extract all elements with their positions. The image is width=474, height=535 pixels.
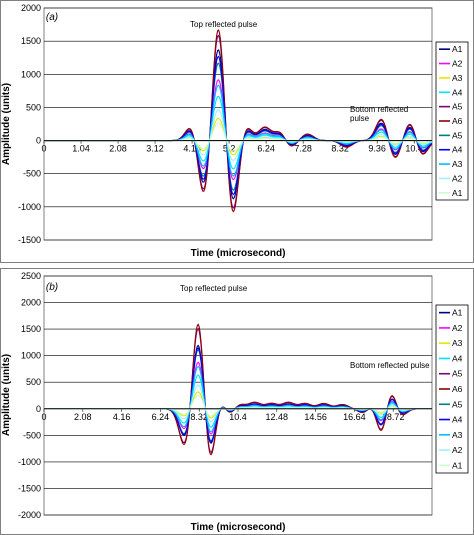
y-tick-label: 500 [26,377,41,387]
x-tick-label: 10.4 [229,412,247,422]
y-tick-label: 1000 [21,351,41,361]
panel-label: (b) [46,282,58,293]
legend-label: A3 [452,338,463,348]
x-tick-label: 0 [41,144,46,154]
x-tick-label: 9.36 [368,144,386,154]
x-tick-label: 6.24 [257,144,275,154]
x-tick-label: 0 [41,412,46,422]
legend-label: A2 [452,59,463,69]
legend-label: A4 [452,353,463,363]
x-tick-label: 4.16 [183,144,201,154]
x-tick-label: 8.32 [190,412,208,422]
x-tick-label: 1.04 [72,144,90,154]
legend-label: A2 [452,173,463,183]
legend-label: A1 [452,460,463,470]
panel-label: (a) [46,12,58,23]
y-tick-label: 0 [36,404,41,414]
plot-area [43,275,433,516]
x-tick-label: 3.12 [146,144,164,154]
legend-label: A1 [452,44,463,54]
y-axis-title: Amplitude (units) [1,354,12,436]
legend-label: A5 [452,130,463,140]
legend-label: A1 [452,188,463,198]
x-axis-title: Time (microsecond) [191,522,286,533]
y-tick-label: -1000 [18,202,41,212]
bottom-pulse-annotation: Bottom reflected pulse [350,105,408,123]
plot-area [43,7,433,241]
y-tick-label: 0 [36,136,41,146]
legend-label: A6 [452,116,463,126]
top-pulse-annotation: Top reflected pulse [180,284,248,293]
x-tick-label: 18.72 [382,412,405,422]
chart-panel-b: -2000-1500-1000-500050010001500200025000… [0,268,474,535]
legend-label: A1 [452,308,463,318]
x-tick-label: 6.24 [152,412,170,422]
legend-label: A4 [452,145,463,155]
legend-label: A5 [452,399,463,409]
x-tick-label: 4.16 [113,412,131,422]
y-tick-label: 2500 [21,271,41,281]
chart-panel-a: -1500 -1000 -500 0 500 1000 1500 2000 0 1.04 2.08 3… [0,0,474,263]
legend-label: A3 [452,430,463,440]
x-tick-label: 2.08 [74,412,92,422]
y-tick-label: -500 [23,430,41,440]
legend-label: A3 [452,159,463,169]
x-tick-label: 8.32 [331,144,349,154]
y-tick-label: -1000 [18,457,41,467]
legend-label: A6 [452,384,463,394]
y-tick-label: 1500 [21,36,41,46]
y-tick-label: 2000 [21,298,41,308]
x-tick-label: 14.56 [304,412,327,422]
y-tick-label: 1000 [21,69,41,79]
y-tick-label: 1500 [21,324,41,334]
x-tick-label: 12.48 [266,412,289,422]
y-tick-label: -1500 [18,235,41,245]
y-tick-label: 500 [26,102,41,112]
x-tick-label: 2.08 [109,144,127,154]
y-tick-label: -500 [23,169,41,179]
x-tick-label: 16.64 [343,412,366,422]
legend-label: A2 [452,323,463,333]
x-tick-label: 10.4 [405,144,423,154]
legend-label: A4 [452,415,463,425]
y-tick-label: 2000 [21,3,41,13]
y-tick-label: -2000 [18,510,41,520]
legend-label: A5 [452,102,463,112]
legend-label: A4 [452,87,463,97]
bottom-pulse-annotation: Bottom reflected pulse [350,361,430,370]
y-axis-title: Amplitude (units) [1,83,12,165]
legend-label: A2 [452,445,463,455]
x-axis-title: Time (microsecond) [191,248,286,259]
legend-label: A3 [452,73,463,83]
legend-label: A5 [452,369,463,379]
y-tick-label: -1500 [18,483,41,493]
top-pulse-annotation: Top reflected pulse [190,20,258,29]
x-tick-label: 7.28 [294,144,312,154]
